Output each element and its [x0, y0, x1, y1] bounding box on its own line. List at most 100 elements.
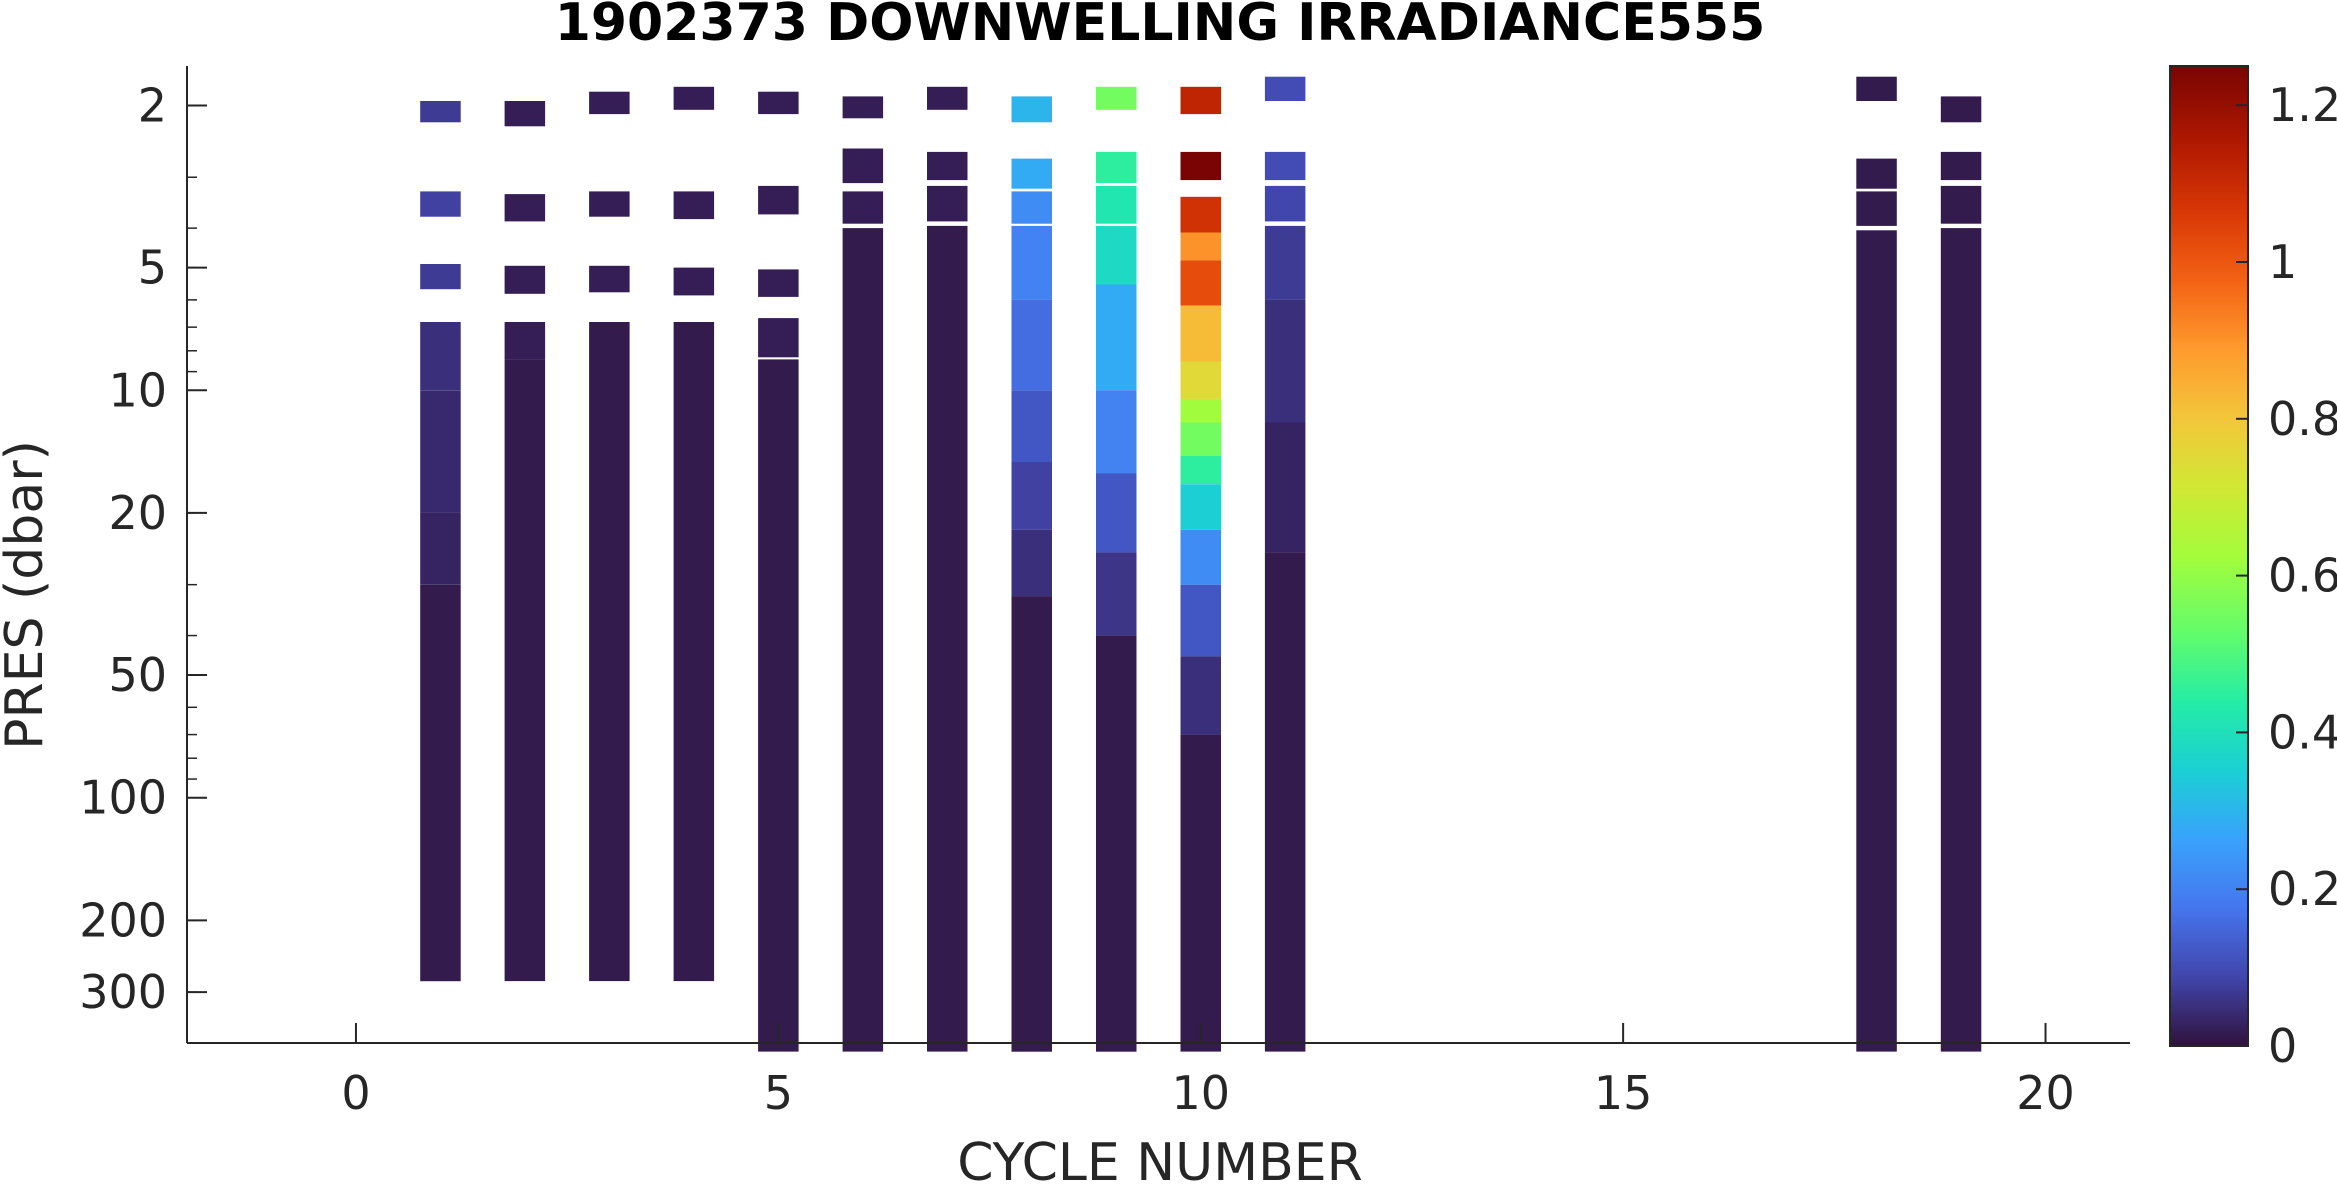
- cell-cycle-19-3: [1940, 228, 1982, 1052]
- cell-cycle-11-6: [1264, 552, 1306, 1052]
- x-tick-label-5: 5: [764, 1066, 793, 1120]
- cell-cycle-10-11: [1180, 529, 1221, 585]
- cell-cycle-6-3: [842, 228, 884, 1052]
- profile-cycle-18: [1856, 76, 1897, 1052]
- cell-cycle-5-0: [758, 91, 799, 115]
- cell-cycle-9-3: [1096, 225, 1137, 285]
- x-tick-label-15: 15: [1594, 1066, 1653, 1120]
- profile-cycle-4: [673, 86, 715, 982]
- profile-cycle-8: [1011, 96, 1052, 1052]
- chart-title: 1902373 DOWNWELLING IRRADIANCE555: [555, 0, 1766, 53]
- cell-cycle-2-3: [504, 322, 546, 360]
- colorbar-tick-label-4: 0.8: [2268, 392, 2337, 446]
- cell-cycle-7-0: [927, 86, 968, 110]
- cell-cycle-10-3: [1180, 232, 1221, 261]
- cell-cycle-10-12: [1180, 584, 1221, 657]
- y-tick-label-10: 10: [108, 363, 167, 417]
- cell-cycle-6-0: [842, 96, 884, 119]
- profile-cycle-1: [420, 101, 461, 982]
- cell-cycle-10-13: [1180, 656, 1221, 735]
- cell-cycle-1-6: [420, 584, 461, 982]
- cell-cycle-7-1: [927, 151, 968, 181]
- cell-cycle-3-3: [589, 322, 630, 982]
- cell-cycle-8-2: [1011, 191, 1052, 224]
- cell-cycle-8-1: [1011, 158, 1052, 189]
- x-tick-label-20: 20: [2016, 1066, 2075, 1120]
- cell-cycle-9-1: [1096, 151, 1137, 183]
- cell-cycle-10-0: [1180, 86, 1221, 115]
- cell-cycle-10-9: [1180, 456, 1221, 485]
- cell-cycle-11-1: [1264, 151, 1306, 181]
- y-axis-title: PRES (dbar): [0, 440, 55, 750]
- profile-cycle-11: [1264, 76, 1306, 1052]
- cell-cycle-10-10: [1180, 484, 1221, 530]
- cell-cycle-1-0: [420, 101, 461, 123]
- cell-cycle-9-7: [1096, 552, 1137, 636]
- colorbar-tick-label-3: 0.6: [2268, 549, 2337, 603]
- cell-cycle-9-6: [1096, 473, 1137, 553]
- x-tick-label-0: 0: [341, 1066, 370, 1120]
- y-tick-label-200: 200: [79, 893, 167, 947]
- cell-cycle-9-2: [1096, 185, 1137, 224]
- profile-cycle-5: [758, 91, 799, 1052]
- cell-cycle-10-5: [1180, 305, 1221, 362]
- cell-cycle-4-1: [673, 191, 715, 220]
- cell-cycle-1-5: [420, 512, 461, 585]
- cell-cycle-2-0: [504, 101, 546, 127]
- cell-cycle-5-1: [758, 185, 799, 215]
- cell-cycle-8-0: [1011, 96, 1052, 123]
- cell-cycle-11-2: [1264, 185, 1306, 222]
- colorbar-gradient: [2169, 65, 2249, 1047]
- cell-cycle-2-4: [504, 359, 546, 982]
- y-tick-label-100: 100: [79, 771, 167, 825]
- cell-cycle-10-4: [1180, 260, 1221, 306]
- cell-cycle-5-4: [758, 359, 799, 1052]
- plot-area: [420, 76, 1982, 1052]
- cell-cycle-7-2: [927, 185, 968, 222]
- y-tick-label-50: 50: [108, 648, 167, 702]
- cell-cycle-9-0: [1096, 86, 1137, 110]
- cell-cycle-8-7: [1011, 529, 1052, 597]
- cell-cycle-10-2: [1180, 196, 1221, 233]
- cell-cycle-11-5: [1264, 422, 1306, 553]
- cell-cycle-8-4: [1011, 299, 1052, 391]
- cell-cycle-10-14: [1180, 734, 1221, 1052]
- cell-cycle-3-0: [589, 91, 630, 115]
- cell-cycle-6-1: [842, 148, 884, 184]
- colorbar-tick-label-0: 0: [2268, 1019, 2297, 1073]
- cell-cycle-8-6: [1011, 462, 1052, 530]
- profile-cycle-9: [1096, 86, 1137, 1052]
- cell-cycle-8-8: [1011, 596, 1052, 1052]
- cell-cycle-1-3: [420, 322, 461, 391]
- cell-cycle-5-2: [758, 269, 799, 297]
- cell-cycle-3-2: [589, 265, 630, 293]
- cell-cycle-18-1: [1856, 158, 1897, 189]
- y-tick-label-5: 5: [138, 241, 167, 295]
- cell-cycle-18-0: [1856, 76, 1897, 101]
- cell-cycle-8-5: [1011, 390, 1052, 462]
- cell-cycle-18-3: [1856, 230, 1897, 1052]
- profile-cycle-3: [589, 91, 630, 982]
- cell-cycle-10-6: [1180, 361, 1221, 399]
- cell-cycle-2-1: [504, 194, 546, 222]
- y-tick-label-2: 2: [138, 78, 167, 132]
- y-tick-label-300: 300: [79, 965, 167, 1019]
- profile-cycle-6: [842, 96, 884, 1052]
- cell-cycle-4-2: [673, 267, 715, 296]
- cell-cycle-9-4: [1096, 284, 1137, 391]
- colorbar-tick-label-5: 1: [2268, 235, 2297, 289]
- profile-cycle-19: [1940, 96, 1982, 1052]
- cell-cycle-11-4: [1264, 299, 1306, 423]
- cell-cycle-1-2: [420, 264, 461, 290]
- cell-cycle-1-1: [420, 191, 461, 217]
- profile-cycle-7: [927, 86, 968, 1052]
- profile-cycle-10: [1180, 86, 1221, 1052]
- cell-cycle-9-5: [1096, 390, 1137, 474]
- cell-cycle-10-8: [1180, 422, 1221, 456]
- cell-cycle-2-2: [504, 265, 546, 294]
- colorbar-tick-label-6: 1.2: [2268, 78, 2337, 132]
- colorbar: 0 0.2 0.4 0.6 0.8 1 1.2: [2169, 65, 2337, 1073]
- cell-cycle-19-0: [1940, 96, 1982, 123]
